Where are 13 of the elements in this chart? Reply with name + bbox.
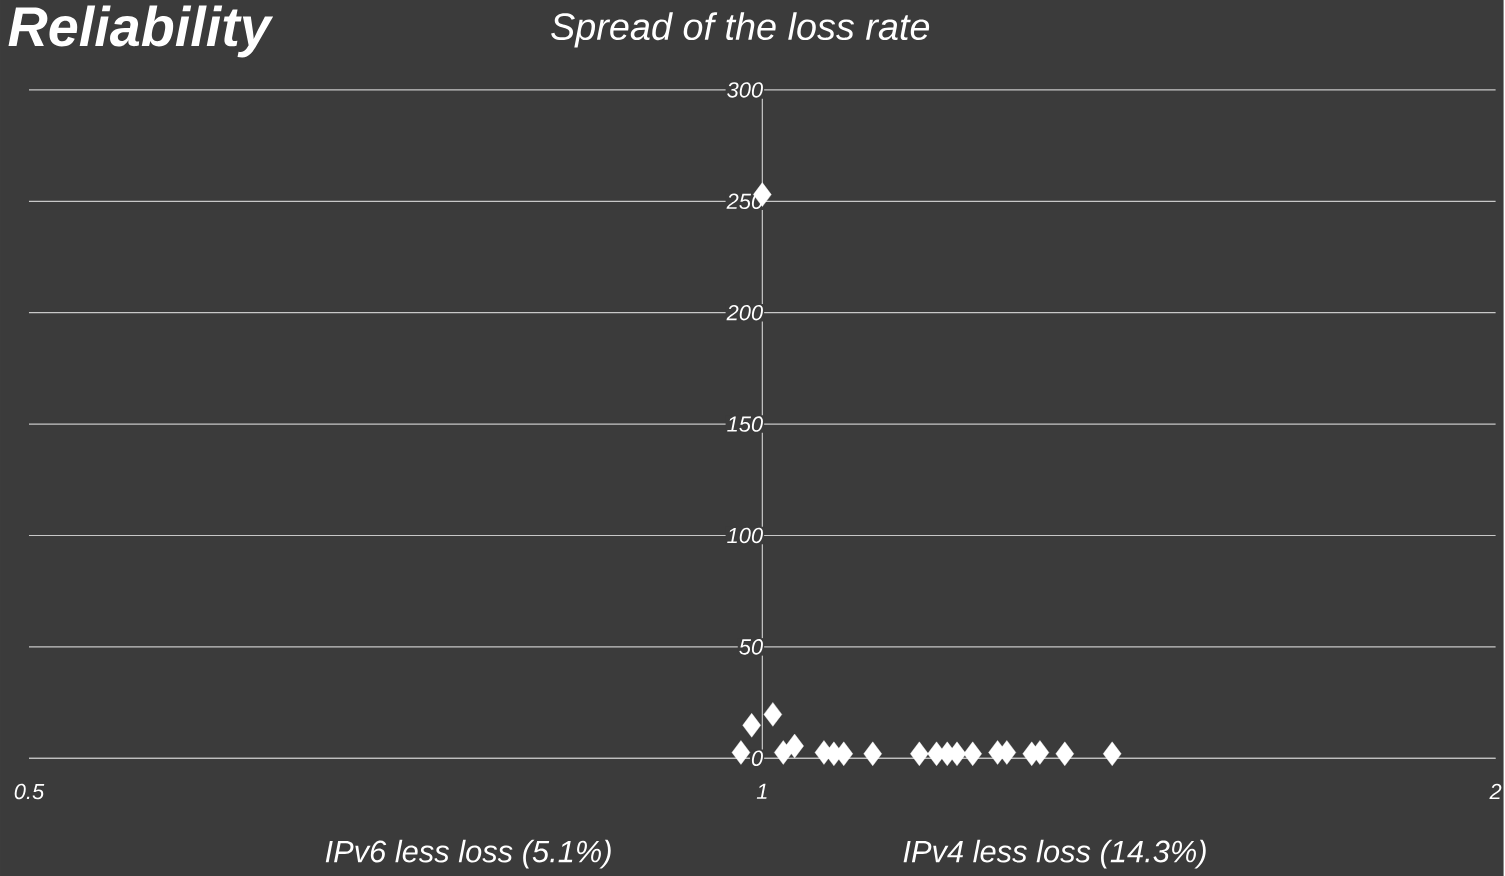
chart-title: Reliability	[8, 5, 274, 58]
y-tick-label: 50	[739, 639, 763, 655]
chart-subtitle: Spread of the loss rate	[551, 12, 930, 48]
x-tick-label: 2	[1489, 783, 1502, 799]
y-tick-label: 200	[726, 304, 763, 321]
y-tick-label: 300	[727, 82, 763, 98]
x-tick-label: 0.5	[14, 783, 45, 800]
y-tick-label: 0	[751, 750, 763, 766]
y-tick-label: 100	[727, 527, 763, 544]
text: IPv6 less loss (5.1%)	[325, 839, 611, 869]
x-tick-label: 1	[756, 783, 767, 799]
y-tick-label: 150	[727, 416, 763, 432]
text: IPv4 less loss (14.3%)	[903, 839, 1206, 869]
